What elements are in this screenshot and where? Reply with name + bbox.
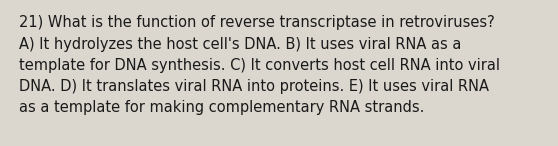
Text: 21) What is the function of reverse transcriptase in retroviruses?
A) It hydroly: 21) What is the function of reverse tran… [19, 15, 500, 115]
